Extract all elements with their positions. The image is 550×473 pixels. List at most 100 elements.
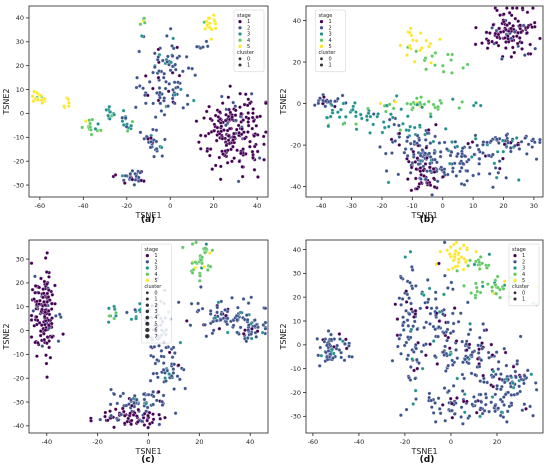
legend-stage-label: 5: [154, 278, 157, 284]
scatter-point: [405, 114, 410, 119]
scatter-point: [513, 369, 518, 374]
legend-cluster-title: cluster: [318, 50, 336, 56]
scatter-point: [441, 69, 446, 74]
scatter-point: [261, 134, 266, 139]
x-tick-label: 0: [146, 438, 150, 446]
scatter-point: [412, 368, 416, 373]
y-tick-label: -20: [13, 374, 24, 382]
scatter-point: [514, 34, 519, 39]
scatter-point: [494, 291, 498, 296]
scatter-point: [403, 147, 408, 151]
scatter-point: [325, 357, 330, 362]
scatter-point: [408, 141, 413, 146]
scatter-point: [451, 321, 456, 326]
y-tick-label: -10: [13, 351, 24, 359]
scatter-point: [509, 36, 514, 41]
scatter-point: [246, 111, 251, 115]
scatter-point: [458, 169, 462, 174]
scatter-point: [159, 349, 164, 353]
scatter-point: [423, 177, 428, 182]
scatter-point: [119, 412, 123, 417]
scatter-point: [368, 114, 373, 119]
scatter-point: [398, 128, 403, 132]
scatter-point: [154, 139, 159, 144]
scatter-point: [137, 49, 142, 54]
x-tick-label: 0: [168, 202, 172, 210]
scatter-point: [165, 368, 170, 373]
scatter-point: [505, 409, 510, 414]
scatter-point: [435, 160, 439, 165]
scatter-point: [129, 317, 134, 322]
scatter-point: [413, 376, 417, 381]
scatter-point: [419, 95, 423, 100]
scatter-point: [512, 50, 517, 55]
scatter-point: [158, 95, 162, 100]
scatter-point: [493, 403, 497, 408]
scatter-point: [141, 86, 145, 91]
scatter-point: [145, 93, 150, 98]
scatter-point: [428, 141, 433, 145]
scatter-point: [231, 100, 236, 105]
scatter-point: [132, 183, 137, 187]
scatter-point: [241, 147, 245, 151]
scatter-point: [45, 291, 50, 296]
scatter-point: [151, 389, 156, 394]
scatter-point: [57, 312, 62, 317]
scatter-point: [432, 185, 437, 189]
scatter-point: [476, 147, 481, 152]
legend-stage-title: stage: [144, 247, 158, 253]
legend-stage-marker: [513, 254, 517, 258]
scatter-point: [231, 323, 236, 328]
scatter-point: [239, 151, 243, 156]
scatter-point: [487, 252, 492, 257]
scatter-point: [138, 301, 142, 306]
scatter-point: [528, 52, 533, 56]
scatter-point: [400, 323, 405, 328]
scatter-point: [204, 109, 209, 114]
scatter-point: [151, 86, 155, 91]
scatter-point: [225, 160, 230, 165]
scatter-point: [434, 306, 439, 310]
scatter-point: [354, 110, 358, 114]
x-tick-label: 30: [530, 202, 538, 210]
scatter-point: [232, 131, 236, 136]
scatter-point: [234, 313, 239, 318]
y-tick-label: -40: [13, 422, 24, 430]
scatter-point: [509, 149, 513, 154]
scatter-point: [217, 326, 222, 331]
scatter-point: [420, 148, 425, 152]
scatter-point: [239, 132, 244, 137]
scatter-point: [442, 292, 446, 297]
scatter-point: [170, 44, 174, 48]
scatter-point: [496, 170, 501, 175]
scatter-point: [506, 140, 511, 145]
scatter-point: [121, 123, 126, 127]
scatter-point: [223, 308, 227, 312]
scatter-point: [30, 94, 35, 99]
scatter-point: [460, 100, 465, 104]
scatter-point: [196, 301, 200, 306]
scatter-point: [486, 282, 490, 286]
scatter-point: [517, 36, 522, 40]
scatter-point: [245, 103, 250, 108]
scatter-point: [418, 306, 423, 311]
scatter-point: [331, 351, 336, 356]
scatter-point: [203, 250, 207, 255]
scatter-point: [383, 151, 388, 156]
scatter-point: [238, 91, 242, 96]
scatter-point: [495, 383, 499, 388]
scatter-point: [494, 372, 498, 377]
legend-cluster-label: 1: [522, 297, 525, 303]
scatter-point: [133, 178, 138, 182]
scatter-point: [448, 396, 453, 401]
scatter-point: [405, 177, 410, 181]
scatter-point: [456, 257, 461, 262]
scatter-point: [466, 263, 470, 268]
scatter-point: [416, 162, 421, 166]
scatter-point: [29, 318, 34, 322]
scatter-point: [151, 101, 156, 106]
legend-cluster-label: 1: [154, 297, 157, 303]
scatter-point: [156, 375, 160, 380]
x-tick-label: -40: [354, 438, 365, 446]
scatter-point: [454, 339, 459, 343]
